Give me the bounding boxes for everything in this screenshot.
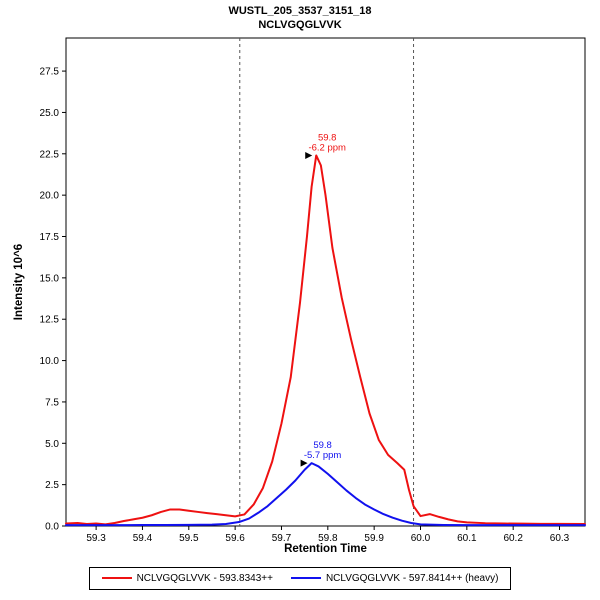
- peak-label-rt: 59.8: [318, 132, 337, 143]
- chart-title: WUSTL_205_3537_3151_18 NCLVGQGLVVK: [0, 4, 600, 32]
- y-axis-label: Intensity 10^6: [13, 243, 25, 321]
- x-tick-label: 60.3: [550, 533, 570, 544]
- chart-title-line2: NCLVGQGLVVK: [258, 19, 342, 31]
- legend-label-heavy: NCLVGQGLVVK - 597.8414++ (heavy): [325, 572, 499, 584]
- x-tick-label: 60.2: [503, 533, 523, 544]
- x-tick-label: 59.5: [179, 533, 199, 544]
- x-tick-label: 59.8: [318, 533, 338, 544]
- x-tick-label: 59.4: [133, 533, 153, 544]
- x-tick-label: 59.7: [272, 533, 292, 544]
- y-tick-label: 0.0: [45, 522, 59, 533]
- legend-item-heavy: NCLVGQGLVVK - 597.8414++ (heavy): [290, 572, 499, 584]
- legend-line-sample-red: [101, 577, 132, 579]
- legend-item-light: NCLVGQGLVVK - 593.8343++: [101, 572, 273, 584]
- peak-arrow-icon: [300, 459, 308, 467]
- y-tick-label: 10.0: [40, 356, 60, 367]
- peak-label-ppm: -6.2 ppm: [308, 142, 346, 153]
- peak-label-rt: 59.8: [313, 440, 332, 451]
- y-tick-label: 25.0: [40, 108, 60, 119]
- chart-title-line1: WUSTL_205_3537_3151_18: [228, 5, 372, 17]
- plot-border: [65, 37, 586, 527]
- y-tick-label: 12.5: [40, 315, 60, 326]
- series-line-0: [65, 154, 586, 526]
- y-tick-label: 5.0: [45, 439, 59, 450]
- series-line-1: [65, 462, 586, 527]
- x-tick-label: 59.3: [86, 533, 106, 544]
- legend-container: NCLVGQGLVVK - 593.8343++ NCLVGQGLVVK - 5…: [0, 566, 600, 590]
- y-tick-label: 7.5: [45, 397, 59, 408]
- y-tick-label: 15.0: [40, 273, 60, 284]
- legend-line-sample-blue: [290, 577, 321, 579]
- peak-arrow-icon: [305, 151, 313, 159]
- chromatogram-plot[interactable]: 59.3 59.4 59.5 59.6 59.7 59.8 59.9 60.0 60.1 60.2…: [0, 0, 600, 560]
- peak-label-ppm: -5.7 ppm: [304, 450, 342, 461]
- x-tick-label: 60.0: [411, 533, 431, 544]
- y-tick-label: 27.5: [40, 67, 60, 78]
- y-tick-label: 17.5: [40, 232, 60, 243]
- x-tick-label: 59.9: [364, 533, 384, 544]
- x-axis-label: Retention Time: [284, 543, 367, 555]
- y-tick-label: 20.0: [40, 191, 60, 202]
- y-tick-label: 22.5: [40, 149, 60, 160]
- x-tick-label: 59.6: [225, 533, 245, 544]
- legend-label-light: NCLVGQGLVVK - 593.8343++: [136, 572, 273, 584]
- x-tick-label: 60.1: [457, 533, 477, 544]
- y-tick-label: 2.5: [45, 480, 59, 491]
- legend: NCLVGQGLVVK - 593.8343++ NCLVGQGLVVK - 5…: [88, 566, 512, 590]
